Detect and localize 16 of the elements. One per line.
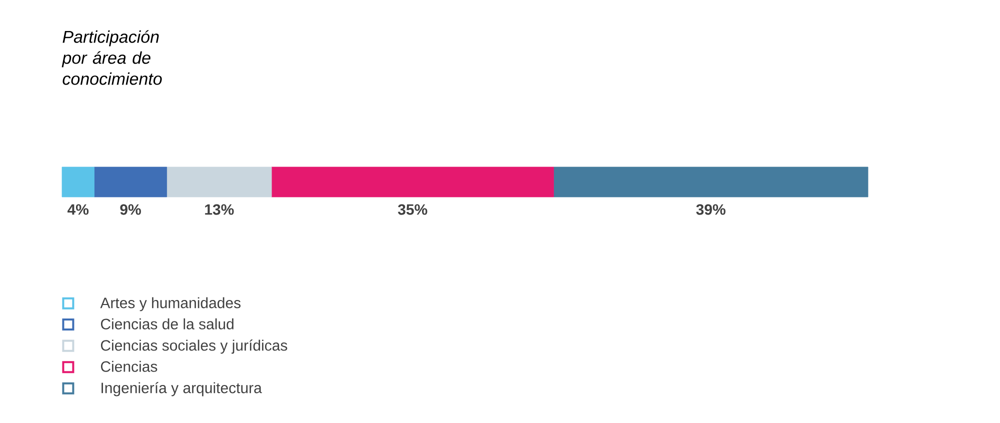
data-label: 9% <box>120 204 141 215</box>
bar <box>94 166 167 198</box>
data-label: 35% <box>398 204 428 215</box>
data-label: 39% <box>696 204 726 215</box>
bar <box>62 166 94 198</box>
legend-label: Ciencias <box>100 360 158 372</box>
chart-title: Participación por área de conocimiento <box>62 30 162 85</box>
bar <box>271 166 554 198</box>
legend-label: Ingeniería y arquitectura <box>102 382 262 396</box>
data-label: 13% <box>205 204 234 215</box>
data-label: 4% <box>68 204 89 215</box>
bar <box>166 166 272 198</box>
legend-label: Ciencias de la salud <box>100 318 234 330</box>
legend-label: Ciencias sociales y jurídicas <box>100 340 288 354</box>
legend-label: Artes y humanidades <box>100 297 241 312</box>
bar <box>553 166 868 198</box>
